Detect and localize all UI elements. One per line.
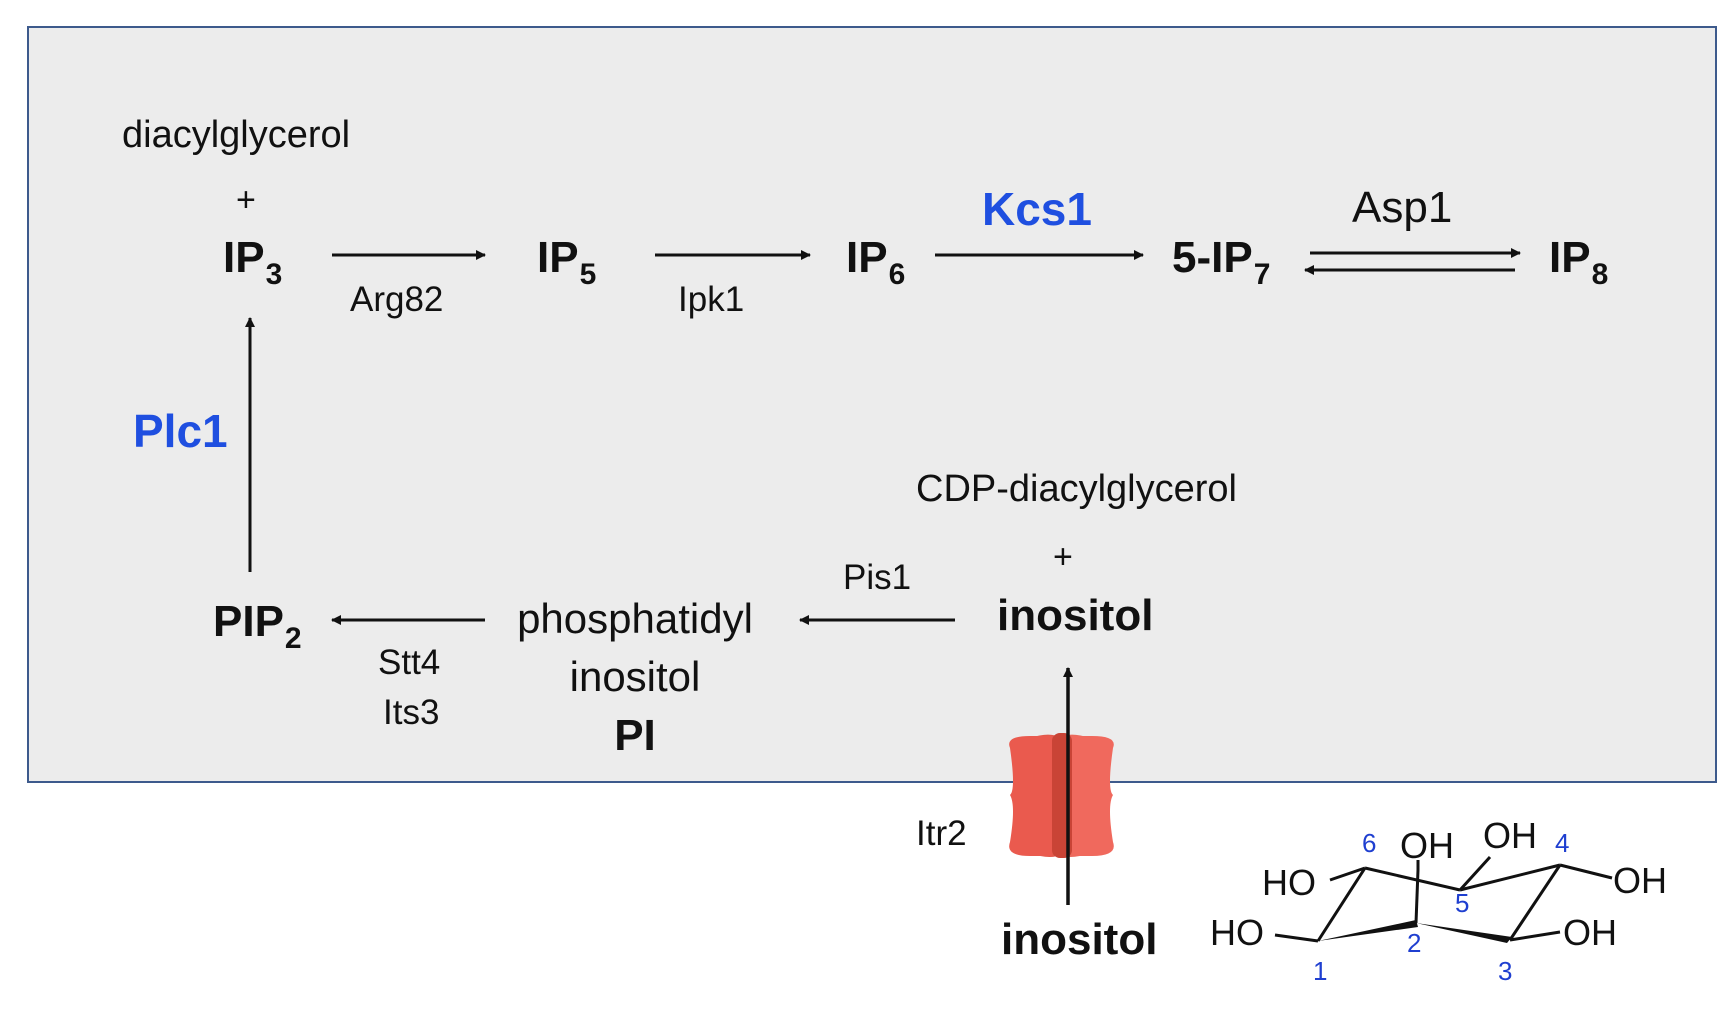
enzyme-plc1: Plc1 (133, 405, 228, 457)
ring-position-6: 6 (1362, 828, 1376, 858)
ring-position-4: 4 (1555, 828, 1569, 858)
plus-sign-bottom: + (1053, 538, 1073, 576)
enzyme-kcs1: Kcs1 (982, 183, 1092, 235)
itr2-transporter-icon (1009, 733, 1114, 858)
pip2-label: PIP2 (213, 597, 302, 655)
pi-abbreviation: PI (614, 711, 656, 760)
oh-group-3: OH (1563, 912, 1617, 953)
enzyme-asp1: Asp1 (1352, 183, 1453, 232)
ho-group-1: HO (1210, 912, 1264, 953)
5-ip7-label: 5-IP7 (1172, 233, 1271, 291)
inositol-structure: HO OH OH OH OH HO 1 2 3 4 5 6 (1210, 815, 1667, 986)
oh-group-4: OH (1613, 860, 1667, 901)
inositol-extracellular-label: inositol (1001, 915, 1158, 964)
cdp-diacylglycerol-label: CDP-diacylglycerol (916, 468, 1237, 510)
oh-group-5: OH (1400, 825, 1454, 866)
phosphatidylinositol-line1: phosphatidyl (517, 595, 753, 642)
enzyme-pis1: Pis1 (843, 558, 912, 597)
ring-position-3: 3 (1498, 956, 1512, 986)
diacylglycerol-label: diacylglycerol (122, 114, 351, 156)
enzyme-arg82: Arg82 (350, 280, 444, 319)
ring-position-1: 1 (1313, 956, 1327, 986)
ip8-label: IP8 (1549, 233, 1609, 291)
ho-group-6: HO (1262, 862, 1316, 903)
ring-position-2: 2 (1407, 928, 1421, 958)
ring-position-5: 5 (1455, 888, 1469, 918)
enzyme-stt4: Stt4 (378, 643, 441, 682)
ip3-label: IP3 (223, 233, 283, 291)
oh-group-4-top: OH (1483, 815, 1537, 856)
enzyme-its3: Its3 (383, 693, 440, 732)
transporter-itr2-label: Itr2 (916, 814, 967, 853)
plus-sign-top: + (236, 181, 256, 219)
enzyme-ipk1: Ipk1 (678, 280, 745, 319)
phosphatidylinositol-line2: inositol (569, 653, 701, 700)
ip6-label: IP6 (846, 233, 906, 291)
ip5-label: IP5 (537, 233, 597, 291)
inositol-intracellular-label: inositol (997, 591, 1154, 640)
cell-compartment (27, 26, 1717, 783)
